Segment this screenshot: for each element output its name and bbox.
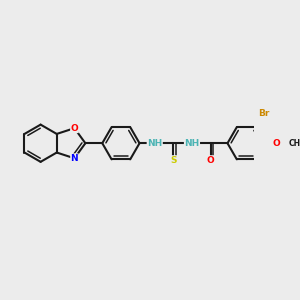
Text: NH: NH <box>184 139 200 148</box>
Text: O: O <box>70 124 78 133</box>
Text: N: N <box>70 154 78 163</box>
Text: NH: NH <box>147 139 162 148</box>
Text: O: O <box>207 156 214 165</box>
Text: O: O <box>273 139 280 148</box>
Text: S: S <box>170 156 177 165</box>
Text: Br: Br <box>258 109 269 118</box>
Text: CH₃: CH₃ <box>289 139 300 148</box>
